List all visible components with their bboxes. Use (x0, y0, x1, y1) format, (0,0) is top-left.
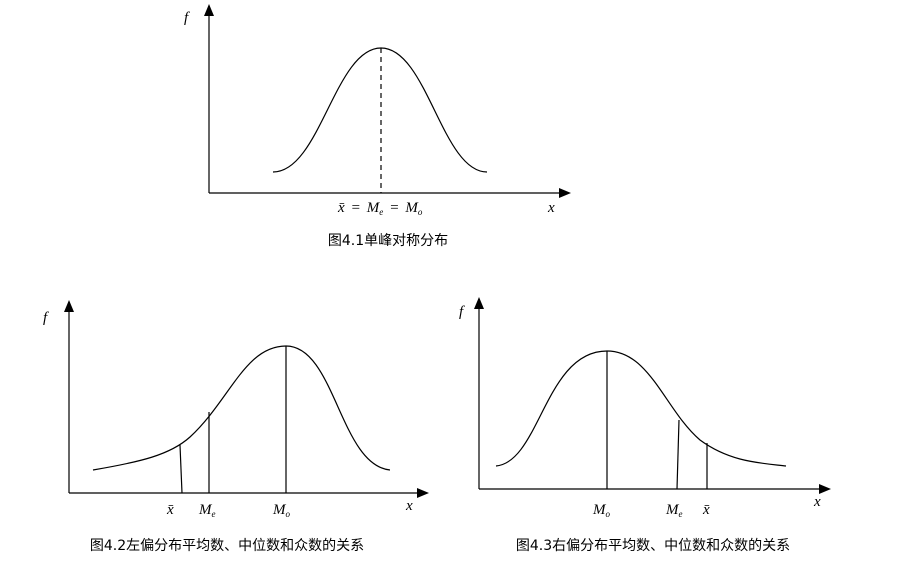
mean-label: x̄ (166, 502, 174, 518)
label-part: M (665, 502, 680, 518)
mean-label: x̄ (702, 502, 710, 518)
mode-label: Mo (592, 502, 611, 519)
mean-line (179, 444, 183, 494)
x-arrow (819, 484, 831, 494)
x-arrow (559, 188, 571, 198)
y-arrow (204, 4, 214, 16)
label-part: x̄ (166, 502, 174, 518)
label-part: e (212, 509, 216, 519)
label-part: e (379, 207, 383, 217)
label-part: x̄ (702, 502, 710, 518)
median-label: Me (198, 502, 216, 519)
label-part: M (272, 502, 287, 518)
label-part: o (286, 509, 291, 519)
y-axis-label: f (43, 310, 49, 326)
median-line (676, 419, 680, 490)
y-arrow (64, 300, 74, 312)
figure-symmetric: f x x̄ = Me = Mo 图4.1单峰对称分布 (184, 4, 571, 249)
label-part: e (679, 509, 683, 519)
center-label: x̄ = Me = Mo (337, 200, 423, 217)
mode-label: Mo (272, 502, 291, 519)
caption: 图4.2左偏分布平均数、中位数和众数的关系 (90, 538, 364, 554)
label-part: o (606, 509, 611, 519)
caption: 图4.3右偏分布平均数、中位数和众数的关系 (516, 538, 790, 554)
label-part: x̄ (337, 200, 345, 216)
curve (92, 345, 391, 471)
x-arrow (417, 488, 429, 498)
label-part: = (351, 200, 361, 216)
label-part: M (366, 200, 381, 216)
y-axis-label: f (184, 10, 190, 26)
label-part: M (592, 502, 607, 518)
x-axis-label: x (547, 200, 555, 216)
label-part: M (404, 200, 419, 216)
x-axis-label: x (813, 494, 821, 510)
label-part: M (198, 502, 213, 518)
caption: 图4.1单峰对称分布 (328, 233, 448, 249)
curve (272, 47, 488, 173)
y-arrow (474, 297, 484, 309)
label-part: o (418, 207, 423, 217)
curve (495, 350, 787, 467)
label-part: = (389, 200, 399, 216)
figure-left-skew: f x x̄ Me Mo 图4.2左偏分布平均数、中位数和众数的关系 (43, 300, 429, 554)
y-axis-label: f (459, 304, 465, 320)
median-label: Me (665, 502, 683, 519)
figure-right-skew: f x Mo Me x̄ 图4.3右偏分布平均数、中位数和众数的关系 (459, 297, 831, 554)
x-axis-label: x (405, 498, 413, 514)
